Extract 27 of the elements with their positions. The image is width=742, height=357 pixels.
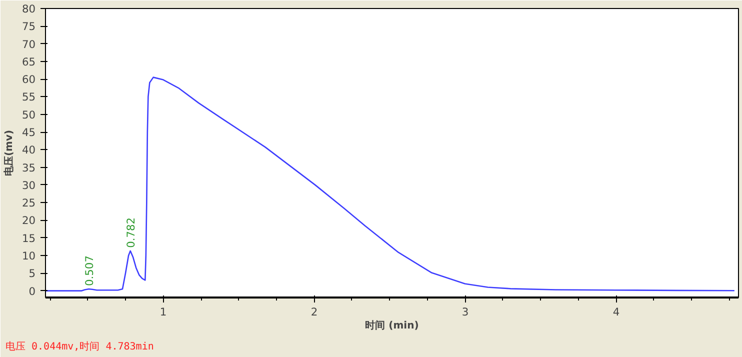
y-tick-label: 10 <box>22 250 36 263</box>
y-tick-label: 15 <box>22 232 36 245</box>
annotation: 0.782 <box>124 217 138 248</box>
annotation: 0.507 <box>82 256 96 286</box>
y-tick-label: 65 <box>22 55 36 68</box>
x-axis-title: 时间 (min) <box>365 320 419 332</box>
y-tick-label: 20 <box>22 214 36 228</box>
x-tick-label: 4 <box>612 306 620 318</box>
y-tick-label: 5 <box>28 267 36 280</box>
y-tick-label: 70 <box>22 38 36 51</box>
text: 电压 0.044mv,时间 4.783min <box>6 340 154 352</box>
y-tick-label: 80 <box>22 2 36 16</box>
y-tick-label: 25 <box>22 196 36 210</box>
y-tick-label: 75 <box>22 20 36 34</box>
y-tick-label: 0 <box>28 284 36 298</box>
y-tick-label: 55 <box>22 90 36 104</box>
x-tick-label: 3 <box>462 306 469 318</box>
y-tick-label: 45 <box>22 126 36 140</box>
x-tick-label: 2 <box>310 306 318 318</box>
y-tick-label: 35 <box>22 161 36 174</box>
y-tick-label: 40 <box>22 144 36 157</box>
y-axis-title: 电压(mv) <box>2 130 15 176</box>
y-tick-label: 60 <box>22 73 36 86</box>
y-tick-label: 50 <box>22 108 36 122</box>
x-tick-label: 1 <box>160 306 167 318</box>
line-series <box>46 76 736 292</box>
y-tick-label: 30 <box>22 178 36 192</box>
